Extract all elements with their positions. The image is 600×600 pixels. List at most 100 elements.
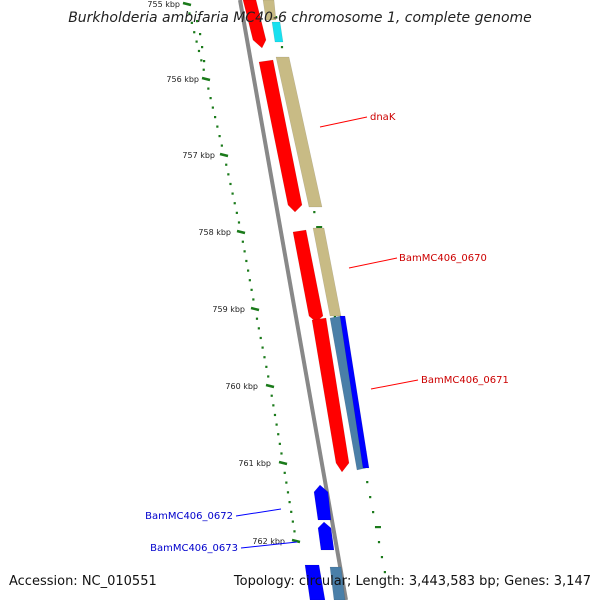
- gene-arrow: [311, 317, 350, 473]
- minor-tick: [190, 21, 193, 24]
- gene-arrow: [313, 484, 332, 521]
- minor-tick: [280, 46, 284, 49]
- gene-arrow: [317, 521, 335, 551]
- minor-tick: [241, 240, 244, 243]
- tick-label: 755 kbp: [147, 0, 180, 9]
- minor-tick: [229, 182, 232, 186]
- minor-tick: [237, 221, 241, 224]
- minor-tick: [261, 346, 264, 349]
- feature-bar: [262, 0, 277, 21]
- minor-tick: [259, 336, 262, 340]
- minor-tick: [231, 192, 234, 195]
- tick-label: 760 kbp: [225, 382, 258, 391]
- gene-label: BamMC406_0670: [399, 253, 487, 264]
- minor-tick: [243, 250, 246, 253]
- feature-track: [242, 0, 370, 600]
- minor-tick: [250, 288, 253, 291]
- minor-tick: [235, 211, 238, 214]
- genome-summary-text: Topology: circular; Length: 3,443,583 bp…: [233, 574, 591, 589]
- minor-tick: [233, 202, 236, 205]
- minor-tick: [248, 279, 251, 282]
- minor-tick: [291, 520, 294, 523]
- minor-tick: [218, 135, 221, 138]
- gene-label: BamMC406_0673: [150, 543, 238, 554]
- minor-tick: [380, 556, 384, 559]
- minor-tick: [193, 31, 196, 34]
- tick-label: 759 kbp: [212, 305, 245, 314]
- minor-tick: [220, 144, 223, 147]
- minor-tick: [288, 501, 291, 504]
- minor-tick: [257, 327, 260, 330]
- minor-tick: [377, 541, 381, 544]
- minor-tick: [366, 481, 369, 484]
- minor-tick: [265, 365, 268, 368]
- gene-label: dnaK: [370, 112, 396, 123]
- minor-tick: [273, 413, 277, 417]
- gene-arrow: [339, 315, 370, 469]
- minor-tick: [214, 116, 217, 119]
- gene-leader-line: [348, 257, 398, 269]
- minor-tick: [200, 59, 203, 62]
- minor-tick: [293, 530, 296, 533]
- feature-bar: [271, 21, 284, 43]
- minor-tick: [201, 46, 204, 49]
- gene-labels: dnaK BamMC406_0670 BamMC406_0671 BamMC406_0…: [145, 112, 509, 554]
- gene-leader-line: [319, 116, 368, 128]
- minor-tick: [278, 442, 281, 445]
- minor-tick: [188, 12, 191, 15]
- major-tick: [219, 152, 229, 158]
- gene-leader-line: [370, 379, 419, 390]
- minor-tick: [272, 404, 275, 407]
- minor-tick: [280, 452, 283, 455]
- gene-leader-line: [235, 508, 282, 517]
- minor-tick: [196, 20, 199, 23]
- minor-tick: [195, 40, 198, 43]
- minor-tick: [207, 87, 210, 90]
- major-tick: [265, 383, 275, 389]
- minor-tick: [225, 163, 228, 166]
- major-tick: [182, 1, 192, 7]
- accession-text: Accession: NC_010551: [9, 574, 157, 589]
- gene-label: BamMC406_0672: [145, 511, 233, 522]
- minor-tick: [202, 68, 205, 71]
- minor-tick: [197, 49, 201, 53]
- minor-tick: [263, 356, 266, 359]
- gene-arrow: [242, 0, 267, 49]
- major-tick: [291, 538, 301, 544]
- minor-tick: [372, 511, 375, 514]
- minor-tick: [333, 316, 336, 319]
- tick-label: 756 kbp: [166, 75, 199, 84]
- minor-tick: [374, 526, 381, 529]
- feature-bar: [329, 566, 346, 600]
- map-title: Burkholderia ambifaria MC40-6 chromosome…: [68, 10, 532, 26]
- minor-tick: [199, 33, 202, 36]
- gene-arrow: [304, 564, 326, 600]
- minor-tick: [245, 259, 248, 263]
- gene-label: BamMC406_0671: [421, 375, 509, 386]
- minor-tick: [277, 433, 280, 436]
- tick-label: 758 kbp: [198, 228, 231, 237]
- feature-bar: [275, 56, 323, 208]
- minor-tick: [255, 317, 259, 320]
- tick-label: 761 kbp: [238, 459, 271, 468]
- minor-tick: [211, 106, 214, 109]
- minor-tick: [275, 423, 278, 426]
- minor-tick: [227, 173, 230, 176]
- minor-tick: [216, 125, 219, 128]
- minor-tick: [270, 394, 273, 397]
- minor-tick: [252, 298, 255, 301]
- minor-tick: [369, 496, 372, 499]
- minor-tick: [285, 481, 288, 484]
- major-tick: [250, 306, 260, 312]
- major-tick: [201, 76, 211, 82]
- gene-arrow: [258, 59, 303, 213]
- major-tick: [236, 229, 246, 235]
- gene-leader-line: [240, 541, 298, 549]
- minor-tick: [290, 510, 293, 513]
- minor-tick: [247, 269, 250, 272]
- tick-label: 762 kbp: [252, 537, 285, 546]
- minor-tick: [383, 571, 386, 574]
- minor-tick: [313, 211, 316, 214]
- minor-tick: [203, 60, 206, 63]
